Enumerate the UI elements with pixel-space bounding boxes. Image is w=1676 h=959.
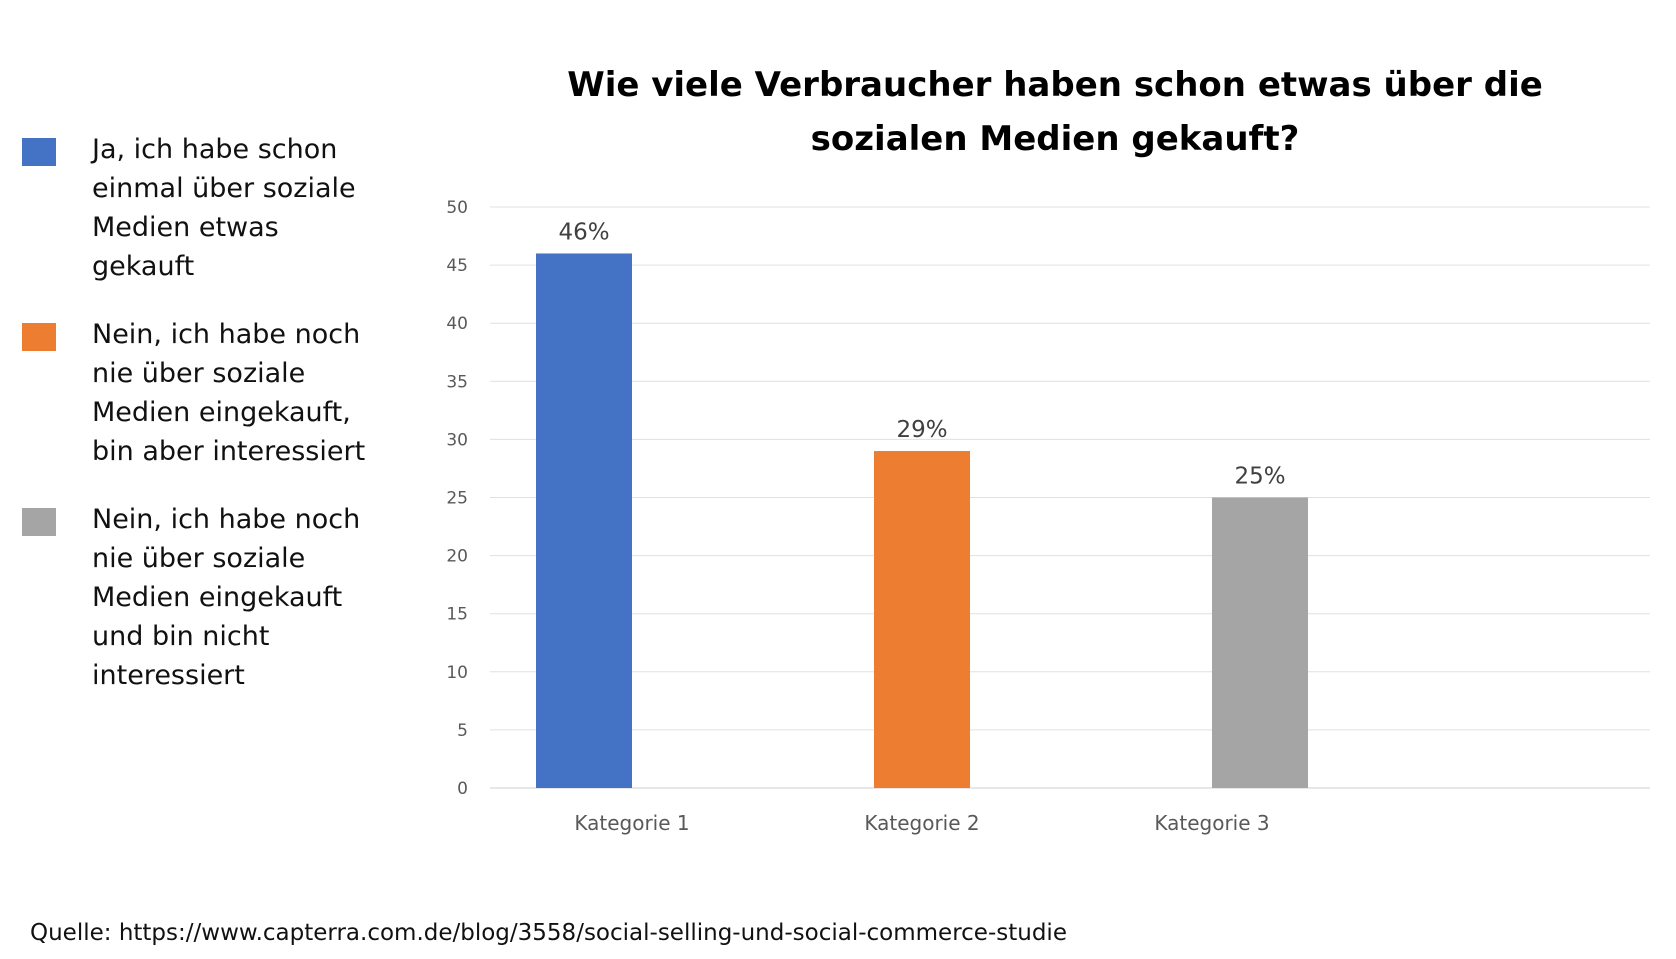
y-tick-label-20: 20 <box>446 547 468 567</box>
x-tick-label-2: Kategorie 2 <box>864 811 979 835</box>
y-tick-label-45: 45 <box>446 256 468 276</box>
source-note: Quelle: https://www.capterra.com.de/blog… <box>30 920 1067 946</box>
legend: Ja, ich habe schon einmal über soziale M… <box>22 130 382 695</box>
legend-swatch-1 <box>22 138 56 166</box>
legend-item-3: Nein, ich habe noch nie über soziale Med… <box>22 500 382 695</box>
legend-swatch-3 <box>22 508 56 536</box>
data-labels: 46% 29% 25% <box>558 219 1285 489</box>
gridlines <box>490 206 1650 789</box>
legend-swatch-2 <box>22 323 56 351</box>
legend-label-1: Ja, ich habe schon einmal über soziale M… <box>92 134 356 282</box>
y-tick-label-10: 10 <box>446 663 468 683</box>
bar-3 <box>1212 497 1308 788</box>
y-tick-label-5: 5 <box>457 721 468 741</box>
chart-title-line-2: sozialen Medien gekauft? <box>811 119 1300 159</box>
y-tick-label-0: 0 <box>457 779 468 799</box>
y-axis-ticks: 0 5 10 15 20 25 30 35 40 45 50 <box>446 198 468 799</box>
legend-item-2: Nein, ich habe noch nie über soziale Med… <box>22 315 382 471</box>
bars <box>536 253 1308 789</box>
data-label-3: 25% <box>1234 464 1285 490</box>
y-tick-label-30: 30 <box>446 430 468 450</box>
data-label-1: 46% <box>558 219 609 245</box>
chart-title-line-1: Wie viele Verbraucher haben schon etwas … <box>567 65 1543 105</box>
data-label-2: 29% <box>896 417 947 443</box>
y-tick-label-15: 15 <box>446 605 468 625</box>
legend-label-2: Nein, ich habe noch nie über soziale Med… <box>92 319 366 467</box>
x-tick-label-1: Kategorie 1 <box>574 811 689 835</box>
x-axis-ticks: Kategorie 1 Kategorie 2 Kategorie 3 <box>574 811 1269 835</box>
legend-item-1: Ja, ich habe schon einmal über soziale M… <box>22 130 382 286</box>
y-tick-label-35: 35 <box>446 372 468 392</box>
bar-2 <box>874 451 970 788</box>
bar-1 <box>536 253 632 789</box>
y-tick-label-50: 50 <box>446 198 468 218</box>
x-tick-label-3: Kategorie 3 <box>1154 811 1269 835</box>
y-tick-label-40: 40 <box>446 314 468 334</box>
y-tick-label-25: 25 <box>446 489 468 509</box>
legend-label-3: Nein, ich habe noch nie über soziale Med… <box>92 504 361 691</box>
